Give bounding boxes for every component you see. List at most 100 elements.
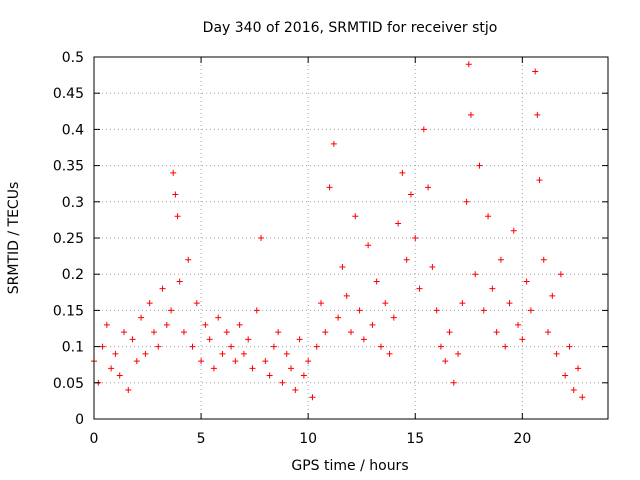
data-point [300, 372, 307, 379]
data-point [373, 278, 380, 285]
data-point [163, 321, 170, 328]
data-point [313, 343, 320, 350]
data-point [399, 169, 406, 176]
data-point [497, 256, 504, 263]
data-point [506, 300, 513, 307]
data-point [403, 256, 410, 263]
data-points [91, 61, 586, 401]
data-point [579, 394, 586, 401]
data-point [125, 387, 132, 394]
x-axis-label: GPS time / hours [291, 458, 408, 474]
data-point [245, 336, 252, 343]
data-point [206, 336, 213, 343]
data-point [382, 300, 389, 307]
data-point [330, 140, 337, 147]
y-tick-label: 0 [75, 412, 84, 428]
data-point [523, 278, 530, 285]
data-point [150, 329, 157, 336]
data-point [185, 256, 192, 263]
data-point [112, 350, 119, 357]
data-point [335, 314, 342, 321]
data-point [318, 300, 325, 307]
y-axis-label: SRMTID / TECUs [6, 182, 22, 295]
x-tick-label: 20 [513, 431, 531, 447]
data-point [279, 379, 286, 386]
data-point [270, 343, 277, 350]
y-tick-label: 0.35 [53, 159, 84, 175]
data-point [570, 387, 577, 394]
data-point [356, 307, 363, 314]
data-point [138, 314, 145, 321]
data-point [103, 321, 110, 328]
data-point [326, 184, 333, 191]
data-point [369, 321, 376, 328]
data-point [170, 169, 177, 176]
data-point [116, 372, 123, 379]
y-tick-label: 0.15 [53, 303, 84, 319]
data-point [420, 126, 427, 133]
data-point [305, 358, 312, 365]
data-point [283, 350, 290, 357]
data-point [557, 271, 564, 278]
data-point [249, 365, 256, 372]
data-point [266, 372, 273, 379]
data-point [292, 387, 299, 394]
data-point [365, 242, 372, 249]
x-tick-label: 15 [406, 431, 424, 447]
y-tick-label: 0.2 [62, 267, 84, 283]
data-point [168, 307, 175, 314]
data-point [532, 68, 539, 75]
data-point [129, 336, 136, 343]
data-point [180, 329, 187, 336]
data-point [189, 343, 196, 350]
data-point [228, 343, 235, 350]
data-point [575, 365, 582, 372]
data-point [258, 235, 265, 241]
data-point [425, 184, 432, 191]
data-point [146, 300, 153, 307]
data-point [459, 300, 466, 307]
data-point [549, 292, 556, 299]
y-tick-label: 0.25 [53, 231, 84, 247]
data-point [433, 307, 440, 314]
data-point [480, 307, 487, 314]
data-point [429, 263, 436, 270]
data-point [193, 300, 200, 307]
data-point [485, 213, 492, 220]
data-point [510, 227, 517, 234]
data-point [348, 329, 354, 336]
data-point [215, 314, 222, 321]
data-point [450, 379, 457, 386]
data-point [142, 350, 149, 357]
data-point [545, 329, 552, 336]
data-point [515, 321, 522, 328]
data-point [446, 329, 453, 336]
data-point [536, 177, 543, 184]
data-point [412, 235, 419, 241]
data-point [467, 111, 474, 118]
data-point [527, 307, 534, 314]
data-point [343, 292, 350, 299]
data-point [407, 191, 414, 198]
data-point [219, 350, 226, 357]
x-tick-label: 0 [90, 431, 99, 447]
y-tick-label: 0.1 [62, 340, 84, 356]
data-point [296, 336, 303, 343]
data-point [198, 358, 205, 365]
data-point [232, 358, 239, 365]
data-point [437, 343, 444, 350]
data-point [352, 213, 359, 220]
data-point [540, 256, 547, 263]
data-point [553, 350, 560, 357]
x-tick-label: 5 [197, 431, 206, 447]
data-point [465, 61, 472, 68]
data-point [275, 329, 282, 336]
data-point [309, 394, 316, 401]
data-point [395, 220, 402, 227]
data-point [519, 336, 526, 343]
data-point [416, 285, 423, 292]
data-point [240, 350, 247, 357]
data-point [455, 350, 462, 357]
